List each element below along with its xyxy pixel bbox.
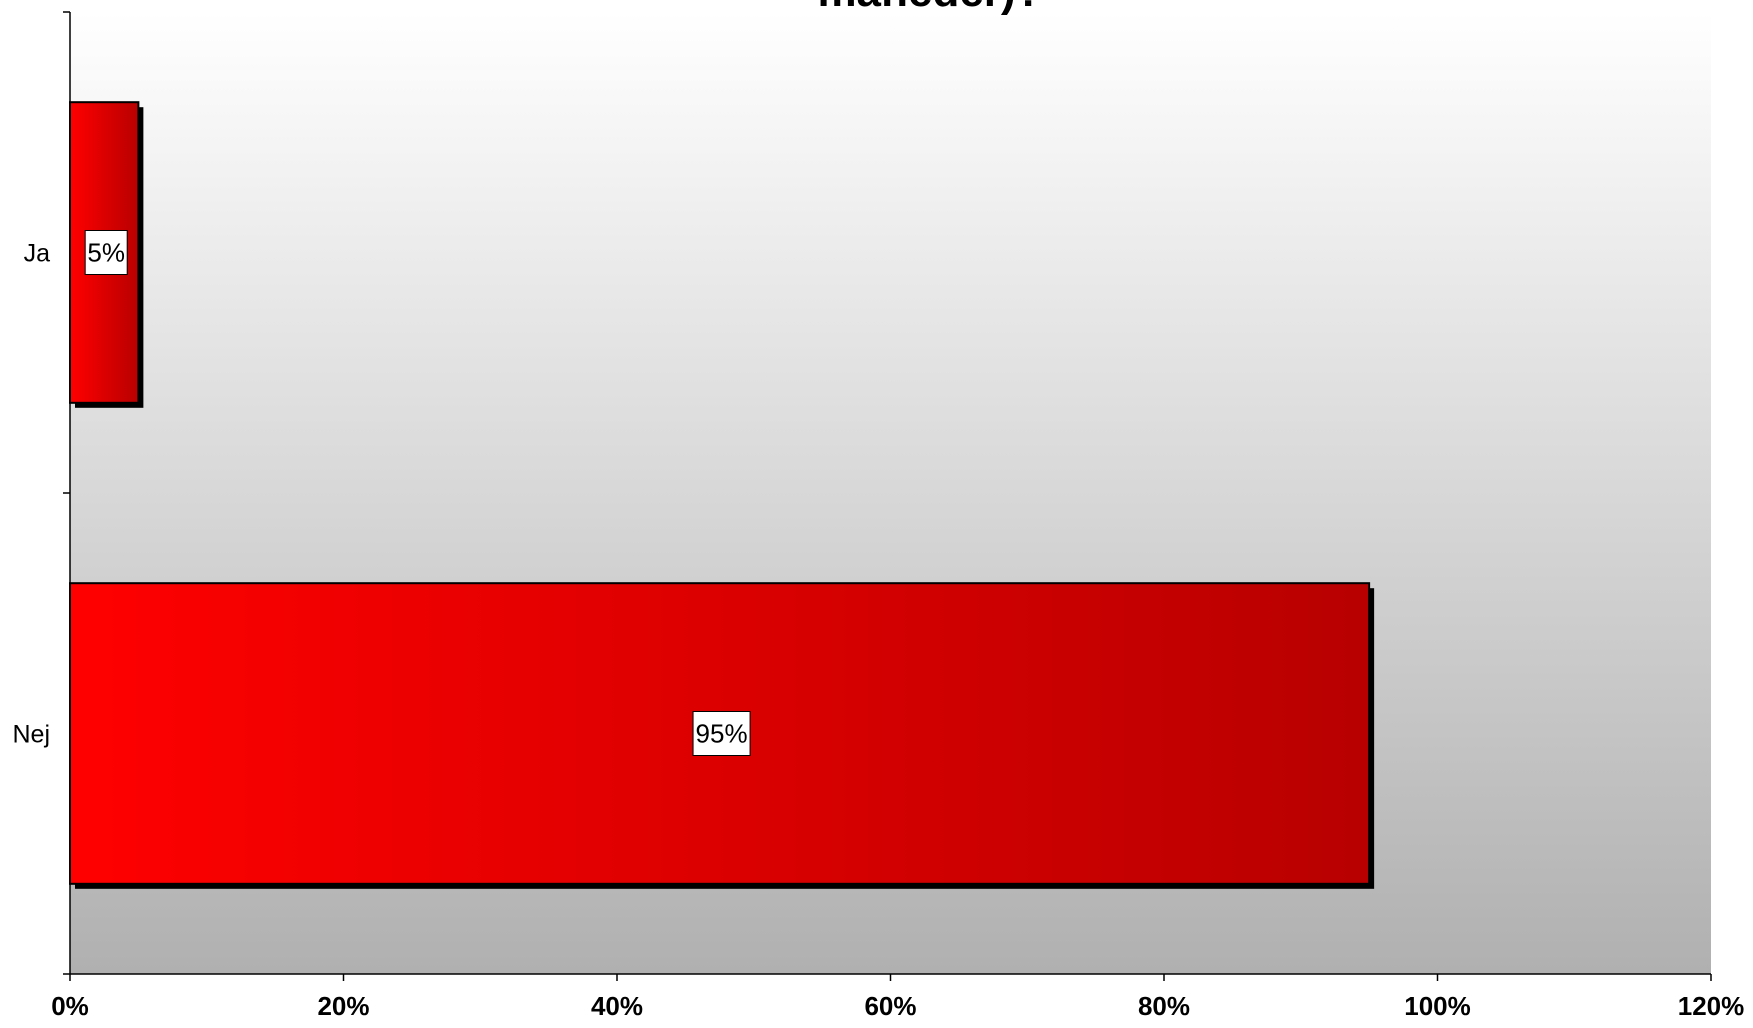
labels-layer: Ja 5% Nej 95% 0% 20% 40% 60% 80% 100% 120% — [12, 230, 1745, 1021]
x-tick-label: 0% — [51, 991, 89, 1021]
x-tick-label: 20% — [317, 991, 369, 1021]
x-tick-label: 60% — [864, 991, 916, 1021]
category-label-ja: Ja — [24, 240, 51, 268]
x-tick-label: 40% — [591, 991, 643, 1021]
x-tick-label: 80% — [1138, 991, 1190, 1021]
data-label-ja: 5% — [87, 238, 125, 268]
category-label-nej: Nej — [12, 721, 50, 749]
x-tick-label: 120% — [1678, 991, 1745, 1021]
x-tick-label: 100% — [1404, 991, 1471, 1021]
data-label-box-nej — [692, 711, 751, 756]
data-label-box-ja — [84, 230, 128, 275]
data-label-nej: 95% — [696, 719, 748, 749]
chart-title: måneder)? — [818, 0, 1043, 16]
axes-layer — [63, 11, 1712, 981]
